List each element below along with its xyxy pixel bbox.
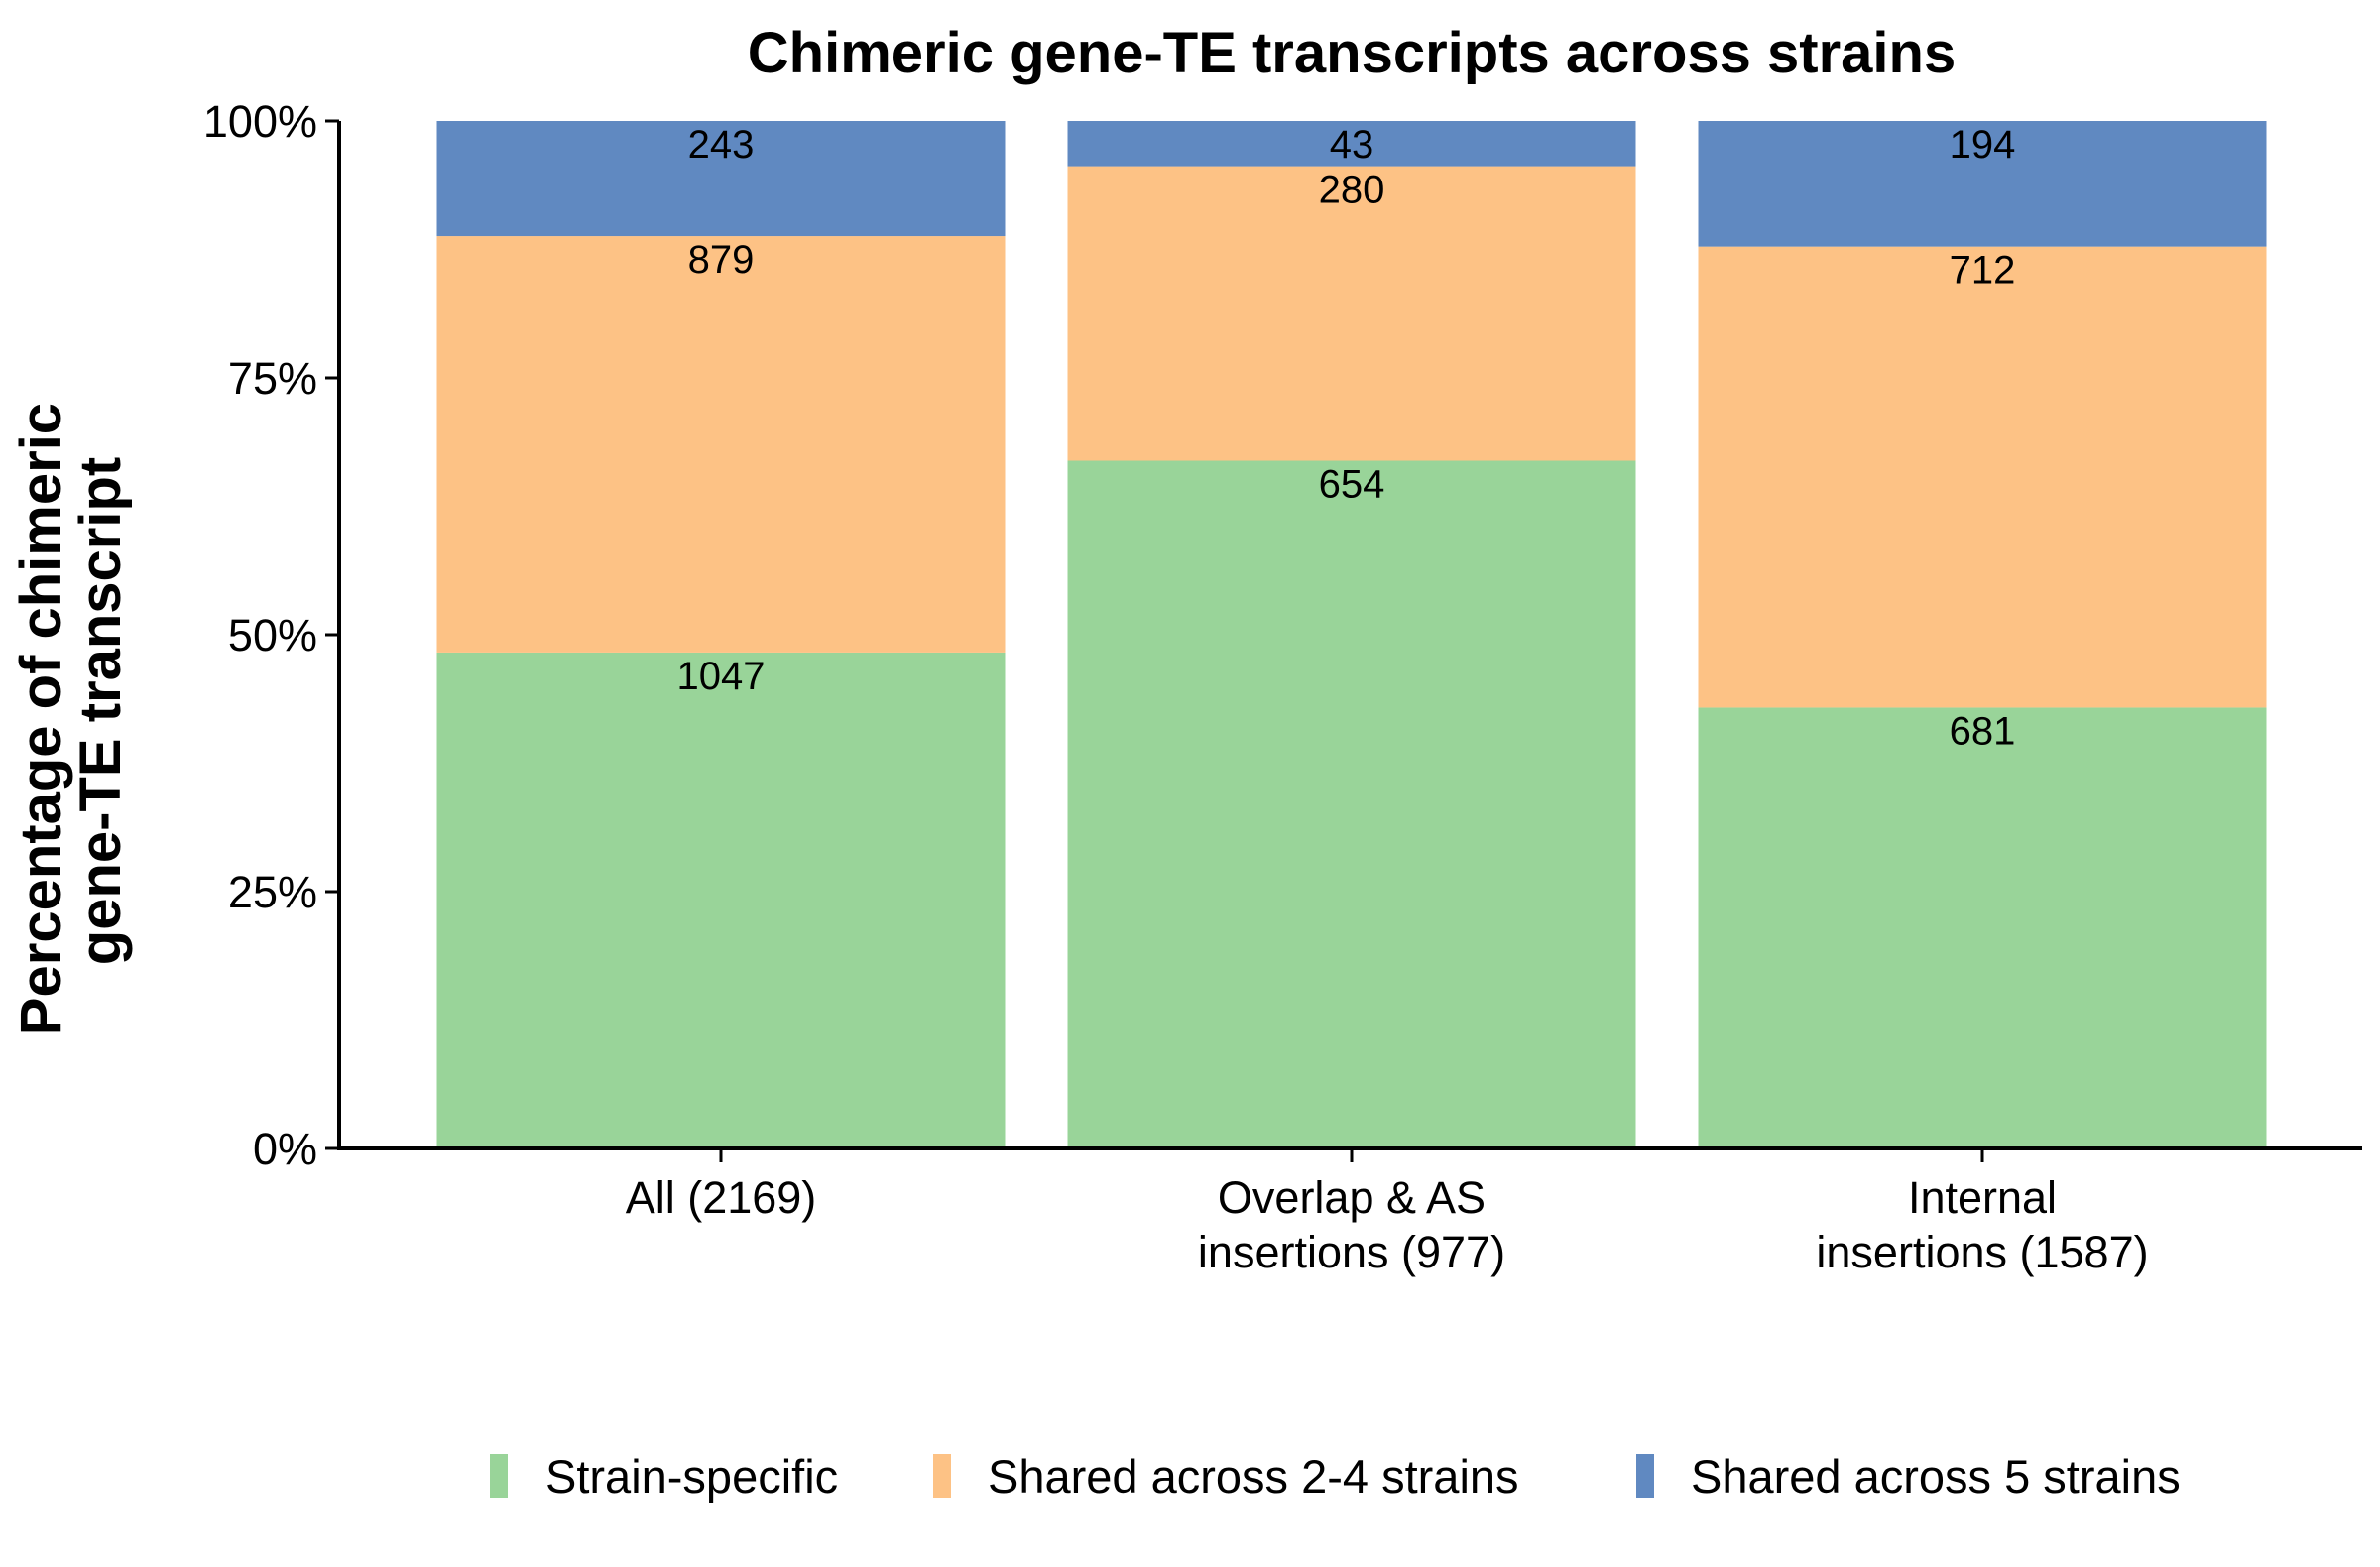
y-tick-label: 0% bbox=[253, 1124, 317, 1174]
y-tick-label: 100% bbox=[203, 96, 317, 147]
bar-segment-shared-across-5-strains-1 bbox=[436, 121, 1006, 237]
data-label-strain-specific-2: 654 bbox=[1319, 463, 1385, 507]
data-label-shared-across-2-4-strains-2: 280 bbox=[1319, 169, 1385, 212]
bar-segment-shared-across-2-4-strains-2 bbox=[1067, 166, 1636, 461]
legend-label-shared-across-2-4-strains: Shared across 2-4 strains bbox=[988, 1450, 1519, 1503]
bars-layer bbox=[436, 121, 2267, 1148]
bar-segment-shared-across-5-strains-2 bbox=[1067, 121, 1636, 167]
bar-segment-shared-across-2-4-strains-1 bbox=[436, 236, 1006, 653]
x-tick-label-line: Internal bbox=[1908, 1172, 2057, 1223]
data-label-strain-specific-1: 1047 bbox=[677, 655, 766, 698]
bar-segment-strain-specific-1 bbox=[436, 652, 1006, 1148]
data-label-shared-across-2-4-strains-3: 712 bbox=[1950, 249, 2016, 293]
bar-segment-strain-specific-3 bbox=[1698, 707, 2267, 1148]
bar-segment-shared-across-2-4-strains-3 bbox=[1698, 246, 2267, 708]
bar-segment-shared-across-5-strains-3 bbox=[1698, 121, 2267, 247]
x-tick-label: All (2169) bbox=[626, 1172, 817, 1223]
y-tick-label: 50% bbox=[228, 610, 317, 661]
x-tick-label-line: insertions (977) bbox=[1198, 1227, 1505, 1277]
bar-segment-strain-specific-2 bbox=[1067, 460, 1636, 1148]
legend-key-shared-across-5-strains bbox=[1636, 1454, 1654, 1498]
y-axis-title: Percentage of chimeric gene-TE transcrip… bbox=[9, 387, 133, 1035]
data-label-shared-across-5-strains-2: 43 bbox=[1330, 123, 1374, 167]
y-axis-title-line-2: gene-TE transcript bbox=[68, 457, 133, 965]
legend-label-shared-across-5-strains: Shared across 5 strains bbox=[1691, 1450, 2181, 1503]
y-tick-label: 75% bbox=[228, 353, 317, 404]
y-tick-label: 25% bbox=[228, 867, 317, 917]
chart-title: Chimeric gene-TE transcripts across stra… bbox=[748, 21, 1956, 85]
legend-label-strain-specific: Strain-specific bbox=[545, 1450, 838, 1503]
legend-key-shared-across-2-4-strains bbox=[933, 1454, 951, 1498]
x-tick-label-line: Overlap & AS bbox=[1218, 1172, 1486, 1223]
data-label-strain-specific-3: 681 bbox=[1950, 709, 2016, 753]
legend-key-strain-specific bbox=[490, 1454, 508, 1498]
x-tick-label-line: All (2169) bbox=[626, 1172, 817, 1223]
y-axis-title-line-1: Percentage of chimeric bbox=[9, 403, 73, 1035]
data-label-shared-across-2-4-strains-1: 879 bbox=[688, 238, 755, 282]
x-tick-label-line: insertions (1587) bbox=[1816, 1227, 2148, 1277]
x-tick-label: Overlap & AS insertions (977) bbox=[1198, 1172, 1505, 1277]
data-label-shared-across-5-strains-3: 194 bbox=[1950, 123, 2016, 167]
x-tick-label: Internal insertions (1587) bbox=[1816, 1172, 2148, 1277]
data-label-shared-across-5-strains-1: 243 bbox=[688, 123, 755, 167]
axes-layer: 0%25%50%75%100%All (2169) Overlap & AS ins… bbox=[203, 96, 2362, 1277]
legend: Strain-specific Shared across 2-4 strains… bbox=[490, 1450, 2181, 1503]
